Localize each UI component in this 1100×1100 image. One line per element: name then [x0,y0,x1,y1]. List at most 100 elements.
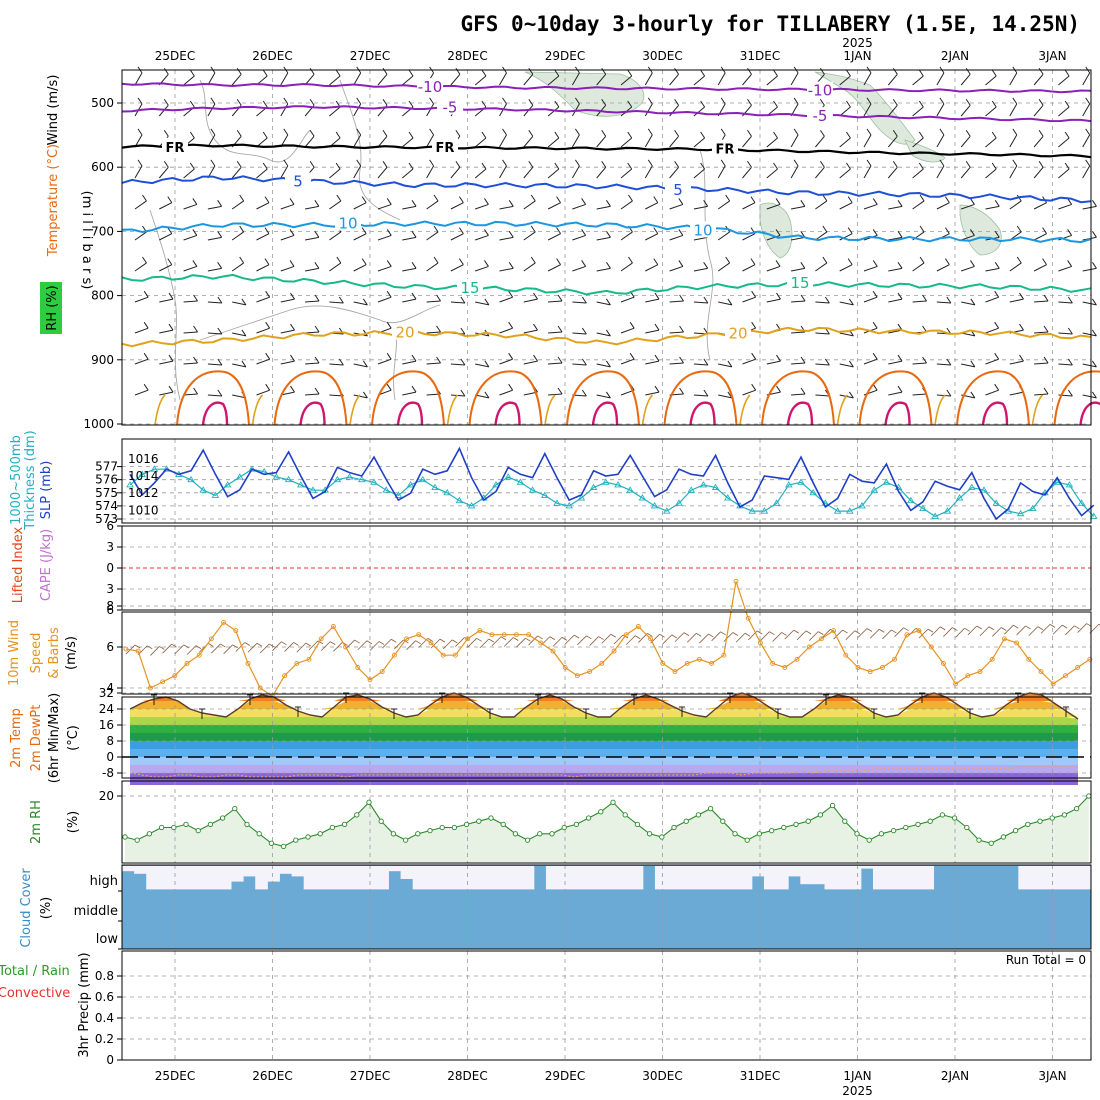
upper-wind-barb-flag [720,97,726,105]
upper-wind-barb [329,168,341,179]
upper-wind-barb-flag [283,97,289,105]
cloud-clear-segment [1054,866,1068,890]
upper-wind-barb-flag [189,131,195,139]
slp-tick-label: 1012 [128,486,159,500]
upper-wind-barb-flag [335,131,341,139]
wind10-barb [808,631,819,641]
upper-wind-barb-flag [970,198,975,205]
wind10-speed-point [513,632,519,638]
thickness-point [870,486,878,493]
upper-wind-barb-flag [1038,98,1044,106]
upper-wind-barb-flag [143,383,149,391]
upper-wind-barb-flag [554,69,560,77]
wind10-speed-point [757,640,763,646]
upper-wind-barb-flag [581,229,587,236]
wind10-barb-flag [403,639,409,644]
rh2m-point [524,837,531,843]
upper-wind-barb-flag [581,198,587,205]
upper-wind-barb [936,202,950,210]
wind10-barb-flag [268,643,275,648]
upper-wind-barb-flag [411,200,417,207]
cloud-clear-segment [1078,866,1092,890]
upper-wind-barb-flag [193,387,198,395]
upper-wind-barb-flag [356,97,362,105]
rh2m-point [890,828,897,834]
upper-wind-barb [693,394,708,397]
wind10-speed-point [818,636,824,642]
wind10-barb-flag [317,640,324,645]
temp-ylabel-1: 2m Temp [9,708,24,768]
upper-wind-barb [985,137,997,148]
upper-wind-barb-flag [167,258,173,265]
wind10-barb [503,637,514,647]
wind10-barb [625,635,636,646]
upper-wind-barb [572,234,586,241]
wind-tick-label: 8 [106,599,114,613]
wind10-barb-flag [378,641,385,645]
rh2m-point [1049,815,1055,821]
upper-wind-barb [207,301,222,304]
upper-wind-barb [620,231,633,241]
wind10-barb-flag [537,635,543,640]
upper-wind-barb-flag [793,97,799,105]
upper-wind-barb [1058,301,1073,304]
upper-wind-barb-flag [700,100,706,108]
upper-wind-barb-flag [455,129,461,137]
rh2m-point [646,831,653,837]
upper-wind-barb-flag [502,128,507,136]
upper-wind-barb-flag [143,352,149,360]
upper-wind-barb [1033,264,1047,272]
upper-wind-barb [815,363,830,366]
wind10-speed-point [1050,681,1056,687]
upper-wind-barb-flag [1092,262,1097,269]
upper-wind-barb [669,135,679,148]
cloud-clear-segment [315,866,329,890]
upper-wind-barb-flag [556,196,561,203]
upper-wind-barb-flag [484,298,490,306]
precip-tick-label: 0.6 [95,990,114,1004]
upper-wind-barb [839,137,851,148]
thickness-point [565,502,573,509]
upper-wind-barb-flag [892,98,898,106]
wind10-barb [845,630,856,641]
wind10-speed-point [635,624,641,629]
wind10-barb [918,628,929,639]
upper-wind-barb [936,103,945,117]
upper-wind-barb [669,300,684,303]
rh2m-point [537,831,543,837]
cloud-clear-segment [727,866,741,890]
wind10-barb-flag [573,634,580,639]
wind10-barb [162,643,172,654]
upper-wind-barb-flag [382,98,388,106]
upper-wind-barb [329,106,341,117]
wind10-speed-point [294,660,300,666]
rh-contour [199,79,311,163]
wind10-speed-point [123,646,129,652]
upper-wind-barb-flag [163,67,169,75]
upper-wind-barb-flag [775,229,781,236]
upper-wind-barb-flag [1016,256,1022,264]
upper-wind-barb-flag [1092,200,1097,207]
wind10-speed-point [928,644,934,650]
upper-wind-barb-flag [142,256,147,264]
upper-wind-barb-flag [362,391,368,399]
wind10-barb [967,625,978,636]
wind10-barb [821,629,831,639]
wind10-speed-point [306,656,312,662]
wind10-speed-point [843,652,849,658]
upper-wind-barb-flag [429,128,435,136]
upper-wind-barb [548,300,563,303]
thickness-point [138,470,146,477]
upper-wind-barb [547,202,561,210]
upper-wind-barb [305,331,320,334]
wind10-barb [735,632,746,643]
cloud-clear-segment [340,866,353,890]
upper-wind-barb [766,360,781,365]
upper-wind-barb [912,168,924,179]
upper-wind-barb [499,358,513,365]
upper-wind-barb-flag [283,159,289,167]
upper-wind-barb-flag [484,360,490,368]
upper-wind-barb-flag [994,290,1000,298]
upper-wind-barb-flag [508,383,514,391]
thickness-point [650,502,659,509]
